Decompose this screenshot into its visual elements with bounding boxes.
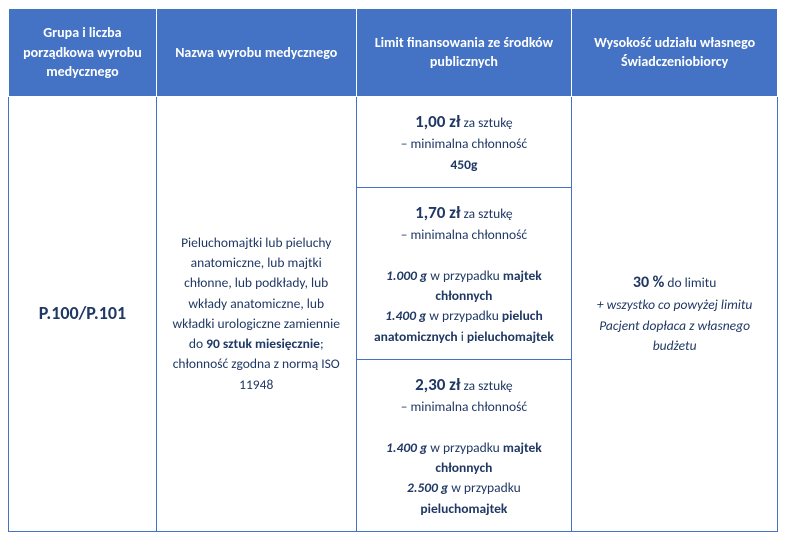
limit2-line2: – minimalna chłonność [401, 226, 527, 243]
limit3-line2: – minimalna chłonność [401, 398, 527, 415]
limit2-w2: 1.400 g [385, 307, 426, 324]
header-name: Nazwa wyrobu medycznego [156, 9, 356, 97]
limit3-w1: 1.400 g [386, 439, 427, 456]
limit1-per: za sztukę [460, 114, 512, 131]
limit-cell-3: 2,30 zł za sztukę – minimalna chłonność … [356, 359, 572, 531]
limit2-t1: w przypadku [427, 267, 503, 284]
product-description-cell: Pieluchomajtki lub pieluchy anatomiczne,… [156, 96, 356, 531]
desc-bold: 90 sztuk miesięcznie [206, 335, 320, 352]
limit3-price: 2,30 zł [415, 374, 460, 395]
limit1-line3: 450g [450, 156, 477, 173]
header-group: Grupa i liczba porządkowa wyrobu medyczn… [9, 9, 157, 97]
limit1-price: 1,00 zł [415, 111, 460, 132]
limit1-line2: – minimalna chłonność [401, 135, 527, 152]
limit2-t2: w przypadku [426, 307, 502, 324]
copay-note: + wszystko co powyżej limitu Pacjent dop… [597, 296, 753, 354]
copay-pct: 30 % [633, 273, 665, 292]
limit3-t2: w przypadku [448, 479, 521, 496]
limit3-t1: w przypadku [427, 439, 503, 456]
limit2-and: i [458, 328, 467, 345]
table-row: P.100/P.101 Pieluchomajtki lub pieluchy … [9, 96, 778, 187]
limit-cell-2: 1,70 zł za sztukę – minimalna chłonność … [356, 187, 572, 359]
copay-cell: 30 % do limitu + wszystko co powyżej lim… [572, 96, 778, 531]
limit2-per: za sztukę [460, 205, 512, 222]
limit3-i2: pieluchomajtek [420, 500, 507, 517]
header-limit: Limit finansowania ze środków publicznyc… [356, 9, 572, 97]
limit2-i2b: pieluchomajtek [467, 328, 554, 345]
copay-txt: do limitu [664, 274, 716, 291]
limit3-per: za sztukę [460, 377, 512, 394]
limit2-w1: 1.000 g [386, 267, 427, 284]
product-code: P.100/P.101 [39, 302, 126, 324]
limit-cell-1: 1,00 zł za sztukę – minimalna chłonność … [356, 96, 572, 187]
limit2-price: 1,70 zł [415, 202, 460, 223]
limit3-w2: 2.500 g [407, 479, 448, 496]
header-copay: Wysokość udziału własnego Świadczeniobio… [572, 9, 778, 97]
reimbursement-table: Grupa i liczba porządkowa wyrobu medyczn… [8, 8, 778, 532]
product-code-cell: P.100/P.101 [9, 96, 157, 531]
